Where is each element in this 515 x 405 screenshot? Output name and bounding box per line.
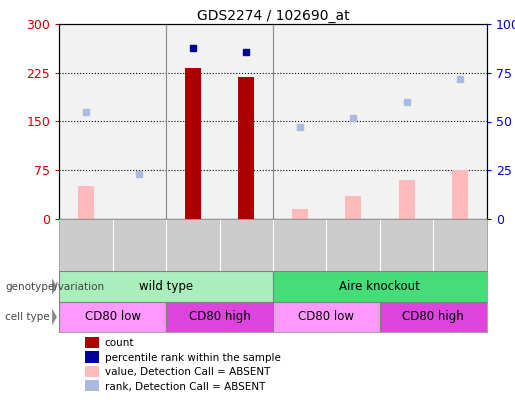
Bar [273,271,487,302]
Bar [273,302,380,332]
Bar [166,302,273,332]
FancyArrow shape [52,278,57,295]
Text: percentile rank within the sample: percentile rank within the sample [105,353,281,363]
Text: CD80 low: CD80 low [84,310,141,324]
Bar [327,24,380,219]
Text: count: count [105,338,134,348]
Title: GDS2274 / 102690_at: GDS2274 / 102690_at [197,9,349,23]
Bar [59,271,273,302]
Bar [238,77,254,219]
Bar [59,24,113,219]
Text: Aire knockout: Aire knockout [339,280,420,293]
Text: rank, Detection Call = ABSENT: rank, Detection Call = ABSENT [105,382,265,392]
Bar [380,24,433,219]
Bar [291,209,307,219]
Text: CD80 low: CD80 low [298,310,354,324]
Text: CD80 high: CD80 high [188,310,250,324]
Bar [345,196,361,219]
Bar [166,24,219,219]
Bar [273,24,327,219]
Text: CD80 high: CD80 high [402,310,464,324]
Text: cell type: cell type [5,312,50,322]
Bar [219,24,273,219]
Bar [433,24,487,219]
Bar [59,302,166,332]
Bar [452,170,468,219]
Bar [78,186,94,219]
Bar [113,24,166,219]
Text: genotype/variation: genotype/variation [5,281,104,292]
Text: value, Detection Call = ABSENT: value, Detection Call = ABSENT [105,367,270,377]
FancyArrow shape [52,309,57,325]
Text: wild type: wild type [139,280,193,293]
Bar [399,180,415,219]
Bar [380,302,487,332]
Bar [185,68,201,219]
